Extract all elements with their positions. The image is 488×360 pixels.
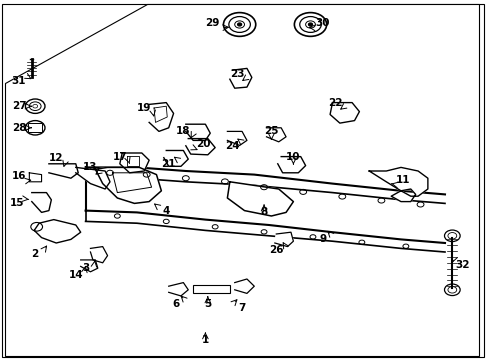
Text: 21: 21 — [161, 159, 176, 169]
Polygon shape — [32, 193, 51, 212]
Text: 1: 1 — [202, 335, 208, 345]
Polygon shape — [185, 139, 215, 155]
Polygon shape — [49, 164, 78, 178]
Text: 16: 16 — [11, 171, 26, 181]
Text: 6: 6 — [172, 299, 179, 309]
Polygon shape — [29, 173, 41, 182]
Polygon shape — [168, 283, 188, 296]
Text: 31: 31 — [11, 76, 26, 86]
Text: 22: 22 — [327, 98, 342, 108]
Text: 3: 3 — [82, 263, 89, 273]
Polygon shape — [76, 167, 110, 189]
Bar — [28, 123, 42, 132]
Text: 19: 19 — [137, 103, 151, 113]
Polygon shape — [329, 103, 359, 123]
Polygon shape — [227, 182, 293, 216]
Text: 30: 30 — [315, 18, 329, 28]
Bar — [193, 285, 229, 293]
Text: 29: 29 — [205, 18, 220, 28]
Polygon shape — [34, 220, 81, 243]
Text: 27: 27 — [12, 101, 27, 111]
Polygon shape — [120, 153, 149, 173]
Text: 11: 11 — [395, 175, 410, 185]
Text: 7: 7 — [238, 303, 245, 313]
Text: 2: 2 — [32, 249, 39, 259]
Text: 9: 9 — [319, 234, 325, 244]
Text: 18: 18 — [176, 126, 190, 136]
Polygon shape — [185, 124, 210, 140]
Polygon shape — [229, 68, 251, 88]
Text: 23: 23 — [229, 69, 244, 79]
Text: 8: 8 — [260, 207, 267, 217]
Text: 10: 10 — [285, 152, 300, 162]
Text: 17: 17 — [112, 152, 127, 162]
Polygon shape — [149, 103, 173, 131]
Text: 28: 28 — [12, 123, 27, 133]
Polygon shape — [90, 247, 107, 263]
Circle shape — [31, 222, 42, 231]
Text: 12: 12 — [49, 153, 63, 163]
Circle shape — [237, 23, 241, 26]
Polygon shape — [234, 279, 254, 293]
Text: 24: 24 — [224, 141, 239, 151]
Text: 14: 14 — [68, 270, 83, 280]
Text: 20: 20 — [195, 139, 210, 149]
Text: 4: 4 — [162, 206, 170, 216]
Text: 15: 15 — [10, 198, 24, 208]
Polygon shape — [227, 131, 246, 145]
Polygon shape — [277, 157, 305, 173]
Text: 32: 32 — [454, 260, 468, 270]
Polygon shape — [5, 4, 478, 356]
Text: 5: 5 — [204, 299, 211, 309]
Polygon shape — [95, 167, 161, 203]
Circle shape — [308, 23, 312, 26]
Polygon shape — [266, 128, 285, 142]
Text: 26: 26 — [268, 245, 283, 255]
Polygon shape — [274, 232, 293, 247]
Polygon shape — [368, 167, 427, 202]
Text: 13: 13 — [83, 162, 98, 172]
Polygon shape — [81, 260, 98, 272]
Text: 25: 25 — [264, 126, 278, 136]
Polygon shape — [163, 150, 188, 166]
